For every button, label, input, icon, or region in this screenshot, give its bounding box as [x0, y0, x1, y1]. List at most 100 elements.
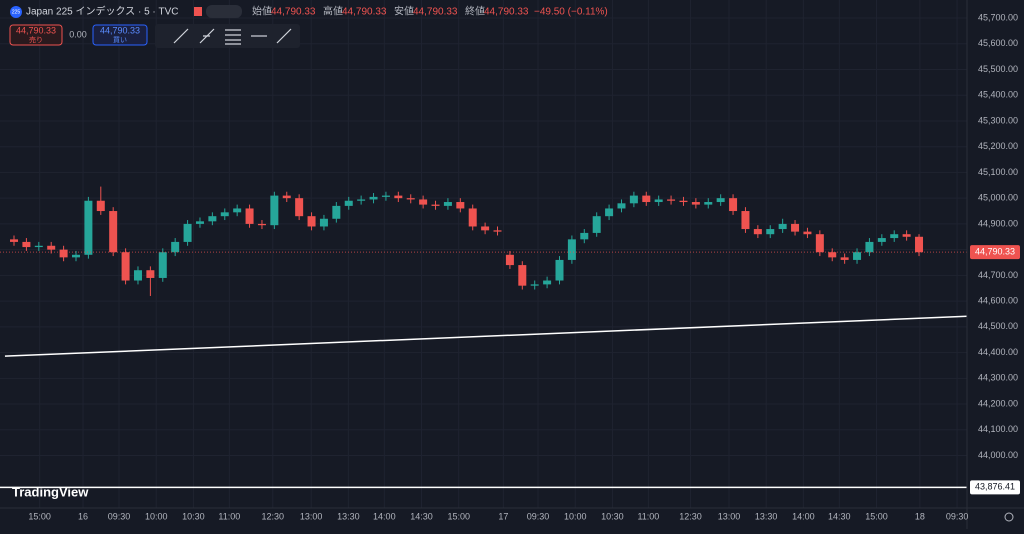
candle-body: [567, 239, 576, 260]
candle-body: [815, 234, 824, 253]
buy-button[interactable]: [92, 24, 148, 46]
candle-body: [679, 200, 688, 203]
candle-body: [865, 241, 874, 253]
candle-body: [456, 202, 465, 209]
candle-body: [741, 211, 750, 230]
toolbar-bg: [155, 24, 300, 48]
y-tick-label: 45,400.00: [978, 90, 1018, 100]
candle-body: [233, 208, 242, 213]
candle-body: [419, 199, 428, 205]
candle-body: [877, 238, 886, 242]
x-tick-label: 11:00: [637, 511, 659, 521]
spread: 0.00: [69, 29, 87, 39]
candle-body: [245, 208, 254, 224]
watermark: TradingView: [12, 484, 89, 499]
x-tick-label: 13:00: [300, 511, 323, 521]
candle-body: [505, 254, 514, 266]
y-tick-label: 45,600.00: [978, 38, 1018, 48]
candle-body: [704, 202, 713, 205]
x-tick-label: 14:00: [373, 511, 396, 521]
last-price-tag: [970, 245, 1020, 260]
toggle[interactable]: [206, 5, 242, 18]
x-tick-label: 14:30: [410, 511, 433, 521]
x-tick-label: 14:00: [792, 511, 815, 521]
tool-fib[interactable]: [225, 29, 241, 45]
sell-button[interactable]: [9, 24, 63, 46]
candle-body: [344, 200, 353, 206]
tool-ray[interactable]: [199, 28, 215, 44]
change: −49.50 (−0.11%): [534, 7, 608, 18]
tool-trend[interactable]: [173, 28, 189, 44]
candle-body: [109, 211, 118, 253]
candle-body: [902, 234, 911, 237]
candle-body: [394, 195, 403, 199]
x-tick-label: 14:30: [828, 511, 851, 521]
candle-body: [307, 216, 316, 227]
candle-body: [840, 257, 849, 260]
candle-body: [766, 229, 775, 235]
candle-body: [654, 199, 663, 203]
ohlc-label: 安値: [394, 5, 414, 18]
candle-body: [381, 195, 390, 197]
x-tick-label: 10:00: [564, 511, 587, 521]
y-tick-label: 44,300.00: [978, 373, 1018, 383]
sell-label: 売り: [29, 35, 43, 44]
buy-label: 買い: [113, 36, 127, 44]
x-tick-label: 13:00: [718, 511, 741, 521]
x-tick-label: 13:30: [755, 511, 778, 521]
symbol-badge: [10, 6, 22, 18]
price-line-label: 43,876.41: [975, 482, 1015, 492]
symbol-badge-text: 225: [12, 9, 21, 15]
candle-body: [332, 205, 341, 219]
header: 225 Japan 225 インデックス · 5 · TVC 始値 44,790.…: [10, 5, 608, 18]
x-tick-label: 16: [78, 511, 88, 521]
y-tick-label: 45,100.00: [978, 167, 1018, 177]
candle-body: [803, 231, 812, 235]
y-tick-label: 44,200.00: [978, 398, 1018, 408]
candle-body: [518, 265, 527, 286]
settings-icon[interactable]: [1004, 512, 1014, 522]
drawing-toolbar: [155, 24, 300, 48]
candle-body: [171, 241, 180, 253]
x-tick-label: 10:30: [182, 511, 205, 521]
candle-body: [617, 203, 626, 209]
candle-body: [195, 221, 204, 224]
y-tick-label: 44,900.00: [978, 218, 1018, 228]
candle-body: [729, 198, 738, 212]
y-tick-label: 44,400.00: [978, 347, 1018, 357]
candle-body: [691, 202, 700, 205]
tool-extended[interactable]: [276, 28, 292, 44]
candle-body: [592, 216, 601, 233]
candle-body: [133, 270, 142, 281]
sell-price: 44,790.33: [16, 25, 56, 35]
flag-icon[interactable]: [194, 7, 202, 16]
ohlc-label: 終値: [465, 5, 485, 18]
symbol-title[interactable]: Japan 225 インデックス · 5 · TVC: [26, 5, 179, 18]
candle-body: [543, 280, 552, 285]
ohlc-value: 44,790.33: [271, 7, 316, 18]
x-tick-label: 09:30: [527, 511, 550, 521]
candle-body: [47, 245, 56, 250]
x-tick-label: 18: [915, 511, 925, 521]
ohlc-label: 高値: [323, 5, 343, 18]
x-tick-label: 13:30: [337, 511, 360, 521]
y-tick-label: 44,100.00: [978, 424, 1018, 434]
y-tick-label: 45,700.00: [978, 12, 1018, 22]
x-tick-label: 15:00: [28, 511, 51, 521]
y-tick-label: 45,000.00: [978, 193, 1018, 203]
ohlc-value: 44,790.33: [342, 7, 387, 18]
y-tick-label: 44,600.00: [978, 295, 1018, 305]
candle-body: [22, 241, 31, 248]
candle-body: [270, 195, 279, 226]
candle-body: [257, 223, 266, 226]
x-tick-label: 09:30: [108, 511, 131, 521]
x-tick-label: 09:30: [946, 511, 969, 521]
candle-body: [493, 230, 502, 232]
price-line-tag: [970, 480, 1020, 495]
candle-body: [146, 270, 155, 278]
y-tick-label: 44,500.00: [978, 321, 1018, 331]
candle-body: [791, 223, 800, 232]
grid: [0, 0, 967, 508]
